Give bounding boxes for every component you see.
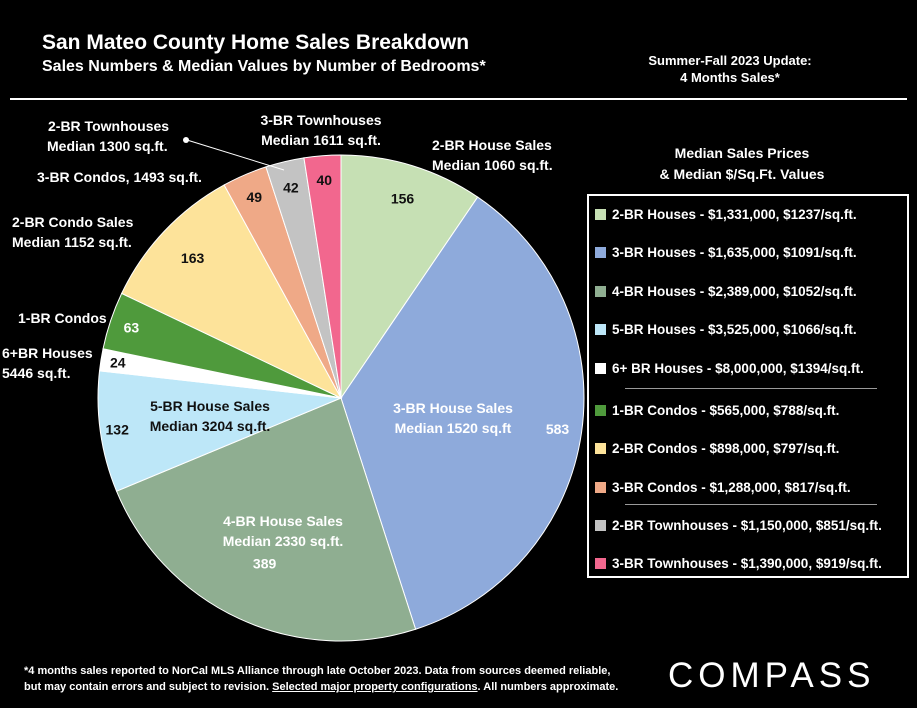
slice-value-label: 42: [283, 180, 299, 196]
slice-callout-label: 2-BR Condo Sales Median 1152 sq.ft.: [12, 214, 134, 250]
slice-value-label: 24: [110, 355, 126, 371]
legend-label: 5-BR Houses - $3,525,000, $1066/sq.ft.: [612, 321, 857, 337]
pie-slice: [115, 397, 417, 642]
legend-item: 3-BR Houses - $1,635,000, $1091/sq.ft.: [595, 243, 857, 261]
slice-callout-label: 6+BR Houses 5446 sq.ft.: [2, 345, 93, 381]
legend-group-divider: [625, 504, 877, 505]
legend-swatch: [595, 557, 606, 569]
legend-item: 2-BR Condos - $898,000, $797/sq.ft.: [595, 439, 839, 457]
legend-item: 1-BR Condos - $565,000, $788/sq.ft.: [595, 401, 839, 419]
footnote-link[interactable]: Selected major property configurations: [272, 681, 478, 693]
legend-item: 3-BR Townhouses - $1,390,000, $919/sq.ft…: [595, 554, 882, 572]
legend-item: 2-BR Townhouses - $1,150,000, $851/sq.ft…: [595, 516, 882, 534]
slice-value-label: 132: [106, 422, 130, 438]
legend-item: 5-BR Houses - $3,525,000, $1066/sq.ft.: [595, 320, 857, 338]
update-note: Summer-Fall 2023 Update: 4 Months Sales*: [612, 52, 848, 86]
legend-swatch: [595, 285, 606, 297]
slice-callout-label: 3-BR Townhouses Median 1611 sq.ft.: [260, 112, 381, 148]
legend-swatch: [595, 519, 606, 531]
legend-swatch: [595, 208, 606, 220]
slice-value-label: 163: [181, 250, 205, 266]
footnote: *4 months sales reported to NorCal MLS A…: [24, 663, 644, 695]
legend-label: 2-BR Townhouses - $1,150,000, $851/sq.ft…: [612, 517, 882, 533]
legend-label: 6+ BR Houses - $8,000,000, $1394/sq.ft.: [612, 360, 864, 376]
slice-callout-label: 2-BR House Sales Median 1060 sq.ft.: [432, 137, 553, 173]
legend-label: 2-BR Condos - $898,000, $797/sq.ft.: [612, 440, 840, 456]
compass-logo: COMPASS: [668, 656, 876, 695]
slice-value-label: 156: [391, 190, 415, 206]
pie-slice: [340, 154, 479, 400]
chart-subtitle: Sales Numbers & Median Values by Number …: [42, 58, 486, 75]
callout-leader-line: [186, 139, 285, 171]
slice-callout-label: 5-BR House Sales Median 3204 sq.ft.: [150, 398, 271, 434]
legend-label: 1-BR Condos - $565,000, $788/sq.ft.: [612, 402, 840, 418]
legend-swatch: [595, 246, 606, 258]
legend-swatch: [595, 481, 606, 493]
slice-value-label: 583: [546, 421, 570, 437]
header-divider: [10, 98, 907, 100]
legend-label: 4-BR Houses - $2,389,000, $1052/sq.ft.: [612, 283, 857, 299]
legend-item: 3-BR Condos - $1,288,000, $817/sq.ft.: [595, 478, 851, 496]
slice-value-label: 389: [253, 556, 277, 572]
footnote-text-end: . All numbers approximate.: [477, 681, 619, 693]
legend-item: 4-BR Houses - $2,389,000, $1052/sq.ft.: [595, 282, 857, 300]
slice-value-label: 49: [247, 189, 263, 205]
legend-title-line-2: & Median $/Sq.Ft. Values: [659, 166, 825, 182]
slice-callout-label: 3-BR House Sales Median 1520 sq.ft: [393, 400, 513, 436]
legend-title-line-1: Median Sales Prices: [674, 145, 810, 161]
legend-swatch: [595, 404, 606, 416]
legend-item: 2-BR Houses - $1,331,000, $1237/sq.ft.: [595, 205, 857, 223]
legend-swatch: [595, 362, 606, 374]
footnote-text: but may contain errors and subject to re…: [24, 681, 273, 693]
chart-title: San Mateo County Home Sales Breakdown: [42, 31, 470, 54]
update-line-1: Summer-Fall 2023 Update:: [648, 53, 812, 68]
legend-label: 2-BR Houses - $1,331,000, $1237/sq.ft.: [612, 206, 857, 222]
slice-callout-label: 2-BR Townhouses Median 1300 sq.ft.: [47, 118, 169, 154]
legend-title: Median Sales Prices & Median $/Sq.Ft. Va…: [603, 143, 881, 185]
legend-label: 3-BR Townhouses - $1,390,000, $919/sq.ft…: [612, 555, 882, 571]
legend-label: 3-BR Condos - $1,288,000, $817/sq.ft.: [612, 479, 851, 495]
pie-slice: [340, 196, 585, 630]
pie-slice: [121, 184, 343, 400]
callout-leader-dot: [183, 137, 189, 143]
legend-swatch: [595, 442, 606, 454]
legend-swatch: [595, 323, 606, 335]
slice-callout-label: 3-BR Condos, 1493 sq.ft.: [37, 169, 202, 185]
slice-value-label: 40: [317, 172, 333, 188]
update-line-2: 4 Months Sales*: [680, 70, 780, 85]
slice-callout-label: 1-BR Condos: [18, 310, 107, 326]
legend-item: 6+ BR Houses - $8,000,000, $1394/sq.ft.: [595, 359, 864, 377]
legend-label: 3-BR Houses - $1,635,000, $1091/sq.ft.: [612, 244, 857, 260]
legend-group-divider: [625, 388, 877, 389]
footnote-line-1: *4 months sales reported to NorCal MLS A…: [24, 665, 611, 677]
slice-value-label: 63: [124, 320, 140, 336]
pie-slice: [303, 154, 342, 399]
slice-callout-label: 4-BR House Sales Median 2330 sq.ft.: [223, 513, 344, 549]
legend: 2-BR Houses - $1,331,000, $1237/sq.ft. 3-…: [587, 194, 909, 578]
pie-slice: [97, 370, 343, 492]
footnote-line-2: but may contain errors and subject to re…: [24, 679, 644, 695]
